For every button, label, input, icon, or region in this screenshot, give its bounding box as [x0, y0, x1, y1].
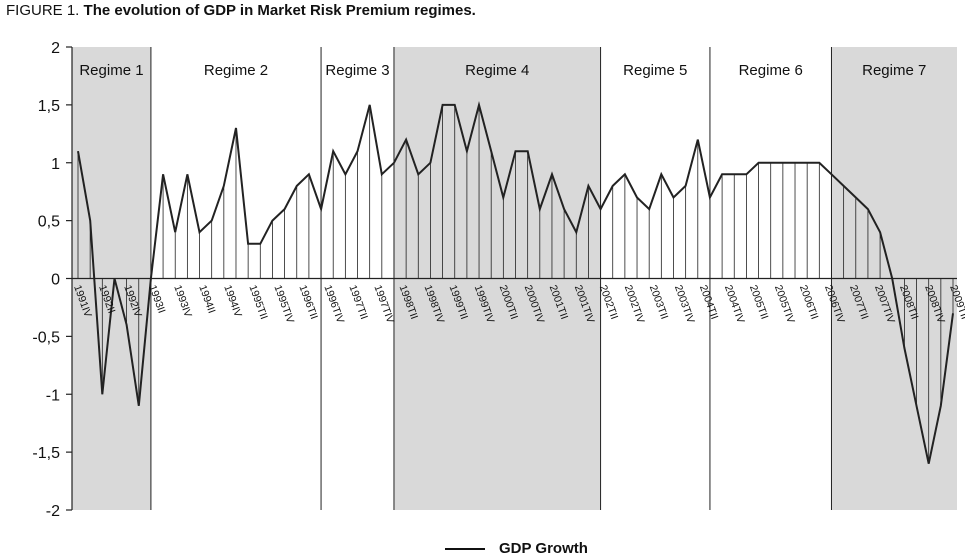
- regime-label-6: Regime 6: [739, 62, 803, 79]
- y-tick-label: 2: [51, 40, 60, 57]
- y-tick-label: -2: [46, 503, 60, 520]
- x-tick-label: 1995TII: [246, 283, 269, 321]
- series-line-gdp-growth: [77, 100, 954, 464]
- regime-labels: Regime 1 Regime 2 Regime 3 Regime 4 Regime 5…: [79, 62, 926, 79]
- x-tick-label: 2003TIV: [672, 283, 697, 324]
- chart-axes: 2 1,5 1 0,5 0 -0,5 -1 -1,5 -2: [32, 40, 957, 520]
- regime-label-1: Regime 1: [79, 62, 143, 79]
- x-tick-label: 1997TIV: [371, 283, 396, 324]
- regime-label-5: Regime 5: [623, 62, 687, 79]
- gdp-line-chart: 21,510,50-0,5-1-1,5-2 1991IV 1992II 1992IV…: [32, 40, 965, 520]
- y-tick-label: 0,5: [38, 214, 60, 231]
- y-tick-label: 1: [51, 156, 60, 173]
- chart-legend: GDP Growth: [445, 540, 588, 557]
- figure-title: FIGURE 1. The evolution of GDP in Market…: [6, 2, 476, 19]
- y-tick-label: -1,5: [32, 445, 60, 462]
- x-tick-label: 2004TIV: [722, 283, 747, 324]
- y-tick-label: -1: [46, 387, 60, 404]
- legend-label-gdp-growth: GDP Growth: [499, 540, 588, 557]
- legend-swatch-gdp-growth: [445, 547, 485, 550]
- y-tick-label: -0,5: [32, 329, 60, 346]
- x-tick-label: 2004TII: [697, 283, 720, 321]
- x-tick-label: 2002TIV: [622, 283, 647, 324]
- x-tick-label: 1997TII: [346, 283, 369, 321]
- x-tick-label: 2005TII: [747, 283, 770, 321]
- y-tick-label: 0: [51, 272, 60, 289]
- x-tick-label: 2005TIV: [772, 283, 797, 324]
- y-tick-label: 1,5: [38, 98, 60, 115]
- x-tick-label: 1996TII: [296, 283, 319, 321]
- x-tick-label: 2006TII: [797, 283, 820, 321]
- x-tick-label: 1994IV: [221, 283, 244, 318]
- figure-title-text: The evolution of GDP in Market Risk Prem…: [83, 2, 476, 19]
- regime-label-7: Regime 7: [862, 62, 926, 79]
- figure-label: FIGURE 1.: [6, 2, 80, 19]
- x-tick-label: 1995TIV: [271, 283, 296, 324]
- x-tick-label: 1996TIV: [321, 283, 346, 324]
- regime-label-2: Regime 2: [204, 62, 268, 79]
- regime-label-3: Regime 3: [325, 62, 389, 79]
- x-tick-label: 1994II: [196, 283, 217, 315]
- series-lines: [77, 100, 954, 464]
- series-droplines: [77, 104, 954, 464]
- x-tick-label: 1993IV: [171, 283, 194, 318]
- x-tick-label: 2003TII: [647, 283, 670, 321]
- regime-label-4: Regime 4: [465, 62, 529, 79]
